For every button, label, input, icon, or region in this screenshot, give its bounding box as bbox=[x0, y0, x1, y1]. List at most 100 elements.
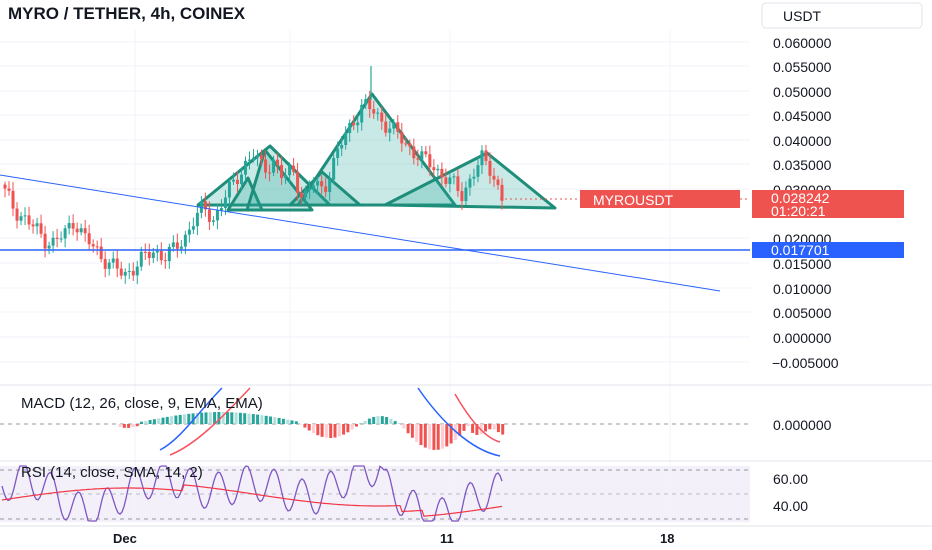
macd-histogram-bar bbox=[226, 412, 229, 424]
candle-body bbox=[123, 271, 127, 276]
macd-histogram-bar bbox=[350, 424, 354, 430]
candle-body bbox=[171, 242, 175, 247]
candle-body bbox=[428, 154, 432, 168]
chart-title: MYRO / TETHER, 4h, COINEX bbox=[8, 4, 246, 23]
candle-body bbox=[476, 165, 480, 177]
macd-histogram-bar bbox=[441, 424, 444, 449]
time-tick-dec: Dec bbox=[113, 531, 137, 546]
macd-histogram-bar bbox=[419, 424, 423, 446]
macd-histogram-bar bbox=[492, 424, 496, 430]
price-axis[interactable]: 0.060000 0.055000 0.050000 0.045000 0.040000… bbox=[772, 35, 839, 371]
candle-body bbox=[344, 133, 348, 146]
macd-histogram-bar bbox=[273, 417, 277, 424]
candle-body bbox=[51, 237, 55, 246]
candle-body bbox=[7, 188, 11, 191]
candle-body bbox=[63, 228, 67, 239]
macd-histogram-bar bbox=[307, 424, 311, 431]
macd-histogram-bar bbox=[122, 424, 126, 428]
price-axis-tick: 0.060000 bbox=[773, 35, 832, 51]
macd-histogram-bar bbox=[131, 424, 135, 428]
candle-body bbox=[3, 184, 7, 189]
candle-body bbox=[23, 215, 27, 217]
candle-body bbox=[127, 270, 131, 272]
candle-body bbox=[135, 266, 139, 276]
candle-body bbox=[464, 187, 468, 202]
candle-body bbox=[392, 122, 396, 129]
currency-button[interactable] bbox=[761, 2, 923, 29]
macd-histogram-bar bbox=[393, 421, 397, 424]
candle-body bbox=[67, 223, 71, 229]
candle-body bbox=[39, 223, 43, 234]
candle-body bbox=[95, 246, 99, 248]
candle-body bbox=[111, 258, 115, 263]
macd-histogram-bar bbox=[342, 424, 346, 435]
candle-body bbox=[292, 165, 296, 172]
candle-body bbox=[456, 176, 460, 192]
macd-histogram-bar bbox=[148, 420, 152, 424]
candle-body bbox=[296, 171, 300, 193]
candle-body bbox=[336, 148, 340, 159]
price-axis-tick: 0.040000 bbox=[773, 133, 832, 149]
price-axis-tick: 0.055000 bbox=[773, 59, 832, 75]
candle-body bbox=[223, 197, 227, 208]
signal-line bbox=[169, 387, 501, 456]
macd-histogram-bar bbox=[221, 412, 225, 424]
macd-histogram-bar bbox=[208, 412, 212, 424]
candle-body bbox=[396, 122, 400, 132]
candle-body bbox=[103, 259, 107, 269]
rsi-axis-tick-40: 40.00 bbox=[773, 498, 808, 514]
candle-body bbox=[227, 181, 231, 198]
macd-histogram-bar bbox=[238, 412, 242, 424]
candle-body bbox=[468, 178, 472, 188]
candle-body bbox=[139, 251, 143, 267]
macd-histogram-bar bbox=[152, 419, 156, 424]
macd-histogram-bar bbox=[187, 413, 191, 424]
macd-histogram-bar bbox=[359, 423, 363, 424]
candle-body bbox=[87, 233, 91, 245]
descending-trendline[interactable] bbox=[0, 174, 721, 292]
candle-body bbox=[163, 260, 167, 262]
candle-body bbox=[368, 99, 372, 110]
macd-line bbox=[159, 387, 501, 457]
candle-body bbox=[260, 154, 264, 160]
candle-body bbox=[372, 109, 376, 114]
candle-body bbox=[316, 181, 320, 186]
macd-histogram-bar bbox=[247, 413, 251, 424]
macd-histogram-bar bbox=[475, 424, 479, 435]
candle-body bbox=[31, 224, 35, 227]
candle-body bbox=[272, 159, 276, 173]
macd-histogram-bar bbox=[496, 424, 500, 433]
macd-histogram-bar bbox=[174, 415, 178, 424]
macd-histogram-bar bbox=[213, 412, 217, 424]
candle-body bbox=[484, 150, 488, 161]
candle-body bbox=[243, 160, 247, 175]
candle-body bbox=[195, 212, 199, 227]
candle-body bbox=[91, 244, 95, 247]
macd-histogram-bar bbox=[140, 421, 143, 424]
candle-body bbox=[404, 143, 408, 145]
candle-body bbox=[472, 176, 476, 179]
candle-body bbox=[408, 143, 412, 147]
macd-histogram-bar bbox=[363, 420, 367, 424]
candle-body bbox=[424, 151, 428, 155]
support-price-value: 0.017701 bbox=[771, 242, 830, 258]
macd-histogram-bar bbox=[127, 424, 131, 428]
rsi-ma-line bbox=[1, 484, 503, 517]
time-tick-18: 18 bbox=[660, 531, 674, 546]
macd-histogram-bar bbox=[324, 424, 328, 438]
candles bbox=[3, 66, 504, 285]
last-price-value: 0.028242 bbox=[771, 190, 830, 206]
macd-histogram-bar bbox=[135, 424, 139, 427]
macd-histogram-bar bbox=[243, 413, 247, 424]
macd-histogram-bar bbox=[277, 418, 281, 424]
candle-body bbox=[219, 207, 223, 211]
candle-body bbox=[211, 220, 215, 222]
candle-body bbox=[179, 246, 183, 249]
candle-body bbox=[268, 172, 272, 174]
macd-histogram-bar bbox=[281, 418, 285, 424]
currency-button-label: USDT bbox=[783, 8, 822, 24]
macd-histogram-bar bbox=[466, 424, 470, 426]
candle-body bbox=[187, 229, 191, 235]
